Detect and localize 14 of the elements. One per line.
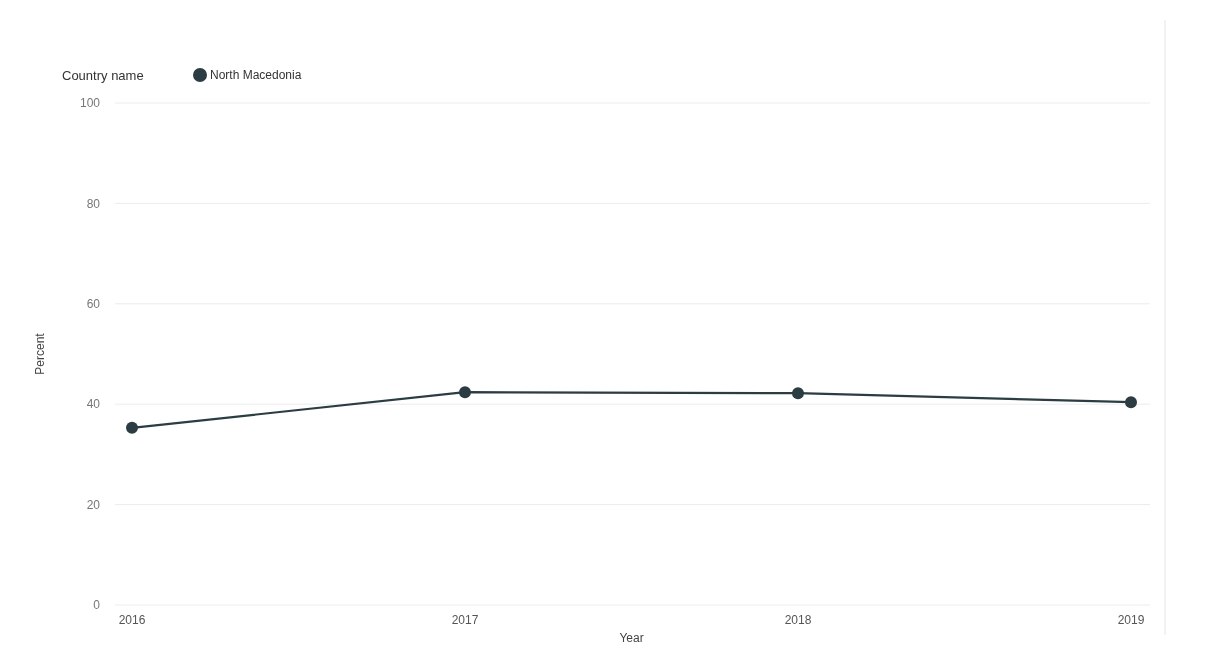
legend-label: North Macedonia — [210, 68, 302, 83]
x-axis-title: Year — [619, 631, 644, 645]
x-tick-label: 2016 — [118, 613, 146, 627]
legend-title: Country name — [62, 67, 144, 83]
y-tick-label: 60 — [86, 297, 101, 311]
y-tick-label: 40 — [86, 397, 101, 412]
x-tick-label: 2019 — [1117, 613, 1145, 627]
y-tick-label: 20 — [86, 497, 101, 512]
y-tick-label: 80 — [86, 196, 101, 211]
y-tick-label: 0 — [93, 598, 101, 613]
y-tick-label: 100 — [79, 96, 101, 111]
x-tick-label: 2017 — [451, 613, 479, 627]
y-axis-title: Percent — [33, 332, 47, 375]
x-tick-label: 2018 — [784, 613, 812, 627]
